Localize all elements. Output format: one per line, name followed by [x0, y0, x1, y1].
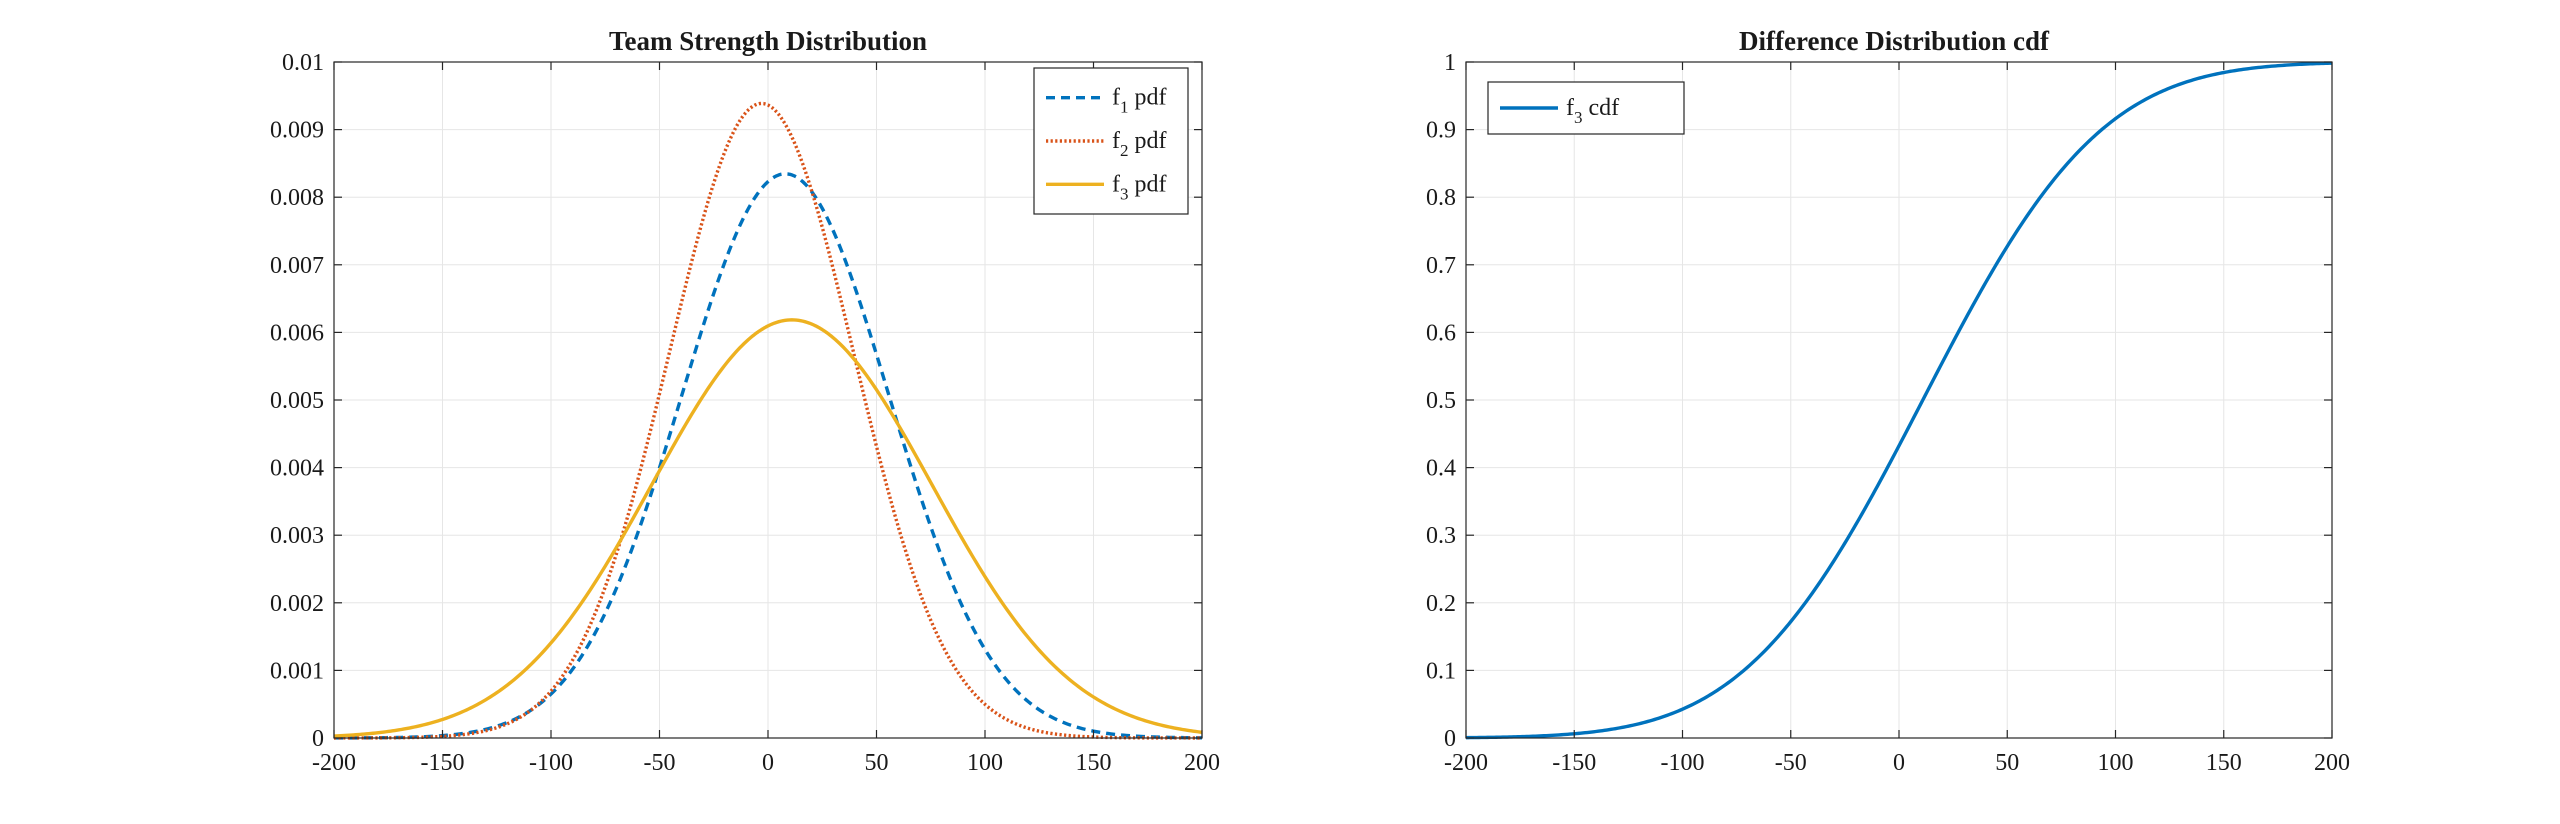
x-tick-label: 200 — [2314, 750, 2350, 776]
x-tick-label: 0 — [1893, 750, 1905, 776]
x-tick-label: -200 — [312, 750, 356, 776]
legend-label-rest: pdf — [1129, 85, 1167, 111]
x-tick-label: -200 — [1444, 750, 1488, 776]
y-tick-label: 0.7 — [1426, 253, 1456, 279]
y-tick-label: 0.006 — [270, 320, 324, 346]
y-tick-label: 0.01 — [282, 50, 324, 76]
y-tick-labels: 0 0.001 0.002 0.003 0.004 0.005 0.006 0.007 0.00… — [270, 50, 324, 752]
legend-entry-label: f2 pdf — [1112, 128, 1167, 160]
y-tick-label: 0.6 — [1426, 320, 1456, 346]
axes-box — [333, 61, 1203, 739]
axes-frame — [333, 61, 1203, 739]
chart-team-strength: -200 -150 -100 -50 0 50 100 150 200 00.0010.0020… — [270, 26, 1220, 776]
x-tick-label: 200 — [1184, 750, 1220, 776]
y-tick-label: 0.004 — [270, 456, 324, 482]
chart-title: Difference Distribution cdf — [1739, 26, 2050, 56]
x-tick-label: -50 — [1775, 750, 1807, 776]
grid-lines — [333, 61, 1203, 739]
y-tick-label: 0.3 — [1426, 523, 1456, 549]
y-tick-label: 0 — [1444, 726, 1456, 752]
y-tick-label: 0.001 — [270, 658, 324, 684]
y-tick-label: 0.008 — [270, 185, 324, 211]
y-tick-label: 1 — [1444, 50, 1456, 76]
x-tick-label: -150 — [421, 750, 465, 776]
legend-label-main: f — [1112, 171, 1120, 197]
x-tick-label: -50 — [644, 750, 676, 776]
legend-label-main: f — [1112, 128, 1120, 154]
y-tick-label: 0.1 — [1426, 658, 1456, 684]
legend-label-subscript: 1 — [1120, 98, 1129, 117]
x-tick-label: -100 — [529, 750, 573, 776]
y-tick-label: 0.9 — [1426, 118, 1456, 144]
legend-label-rest: cdf — [1583, 95, 1620, 121]
y-tick-label: 0.8 — [1426, 185, 1456, 211]
x-tick-label: -100 — [1661, 750, 1705, 776]
x-tick-labels: -200 -150 -100 -50 0 50 100 150 200 — [312, 750, 1220, 776]
x-tick-label: 150 — [1076, 750, 1112, 776]
legend-label-subscript: 3 — [1120, 184, 1129, 203]
legend-box — [1033, 67, 1189, 215]
legend-label-subscript: 3 — [1574, 108, 1583, 127]
legend-entry-label: f1 pdf — [1112, 85, 1167, 117]
x-tick-label: 50 — [865, 750, 889, 776]
y-tick-label: 0.005 — [270, 388, 324, 414]
y-tick-label: 0.4 — [1426, 456, 1456, 482]
y-tick-label: 0.002 — [270, 591, 324, 617]
legend-entry-label: f3 cdf — [1566, 95, 1619, 127]
series-line-f2-pdf — [333, 101, 1202, 740]
x-tick-label: 100 — [2098, 750, 2134, 776]
x-tick-label: 100 — [967, 750, 1003, 776]
x-tick-label: -150 — [1552, 750, 1596, 776]
axes-frame — [1465, 61, 2333, 739]
series-line-f1-pdf — [333, 172, 1203, 740]
legend-label-main: f — [1566, 95, 1574, 121]
chart-title: Team Strength Distribution — [609, 26, 927, 56]
x-tick-label: 50 — [1995, 750, 2019, 776]
axes-box — [1465, 61, 2333, 739]
legend-label-rest: pdf — [1129, 171, 1167, 197]
chart-difference-cdf: -200 -150 -100 -50 0 50 100 150 200 0 0.1 0.2 0.3 0.… — [1426, 26, 2350, 776]
y-tick-label: 0.009 — [270, 118, 324, 144]
y-tick-label: 0.007 — [270, 253, 324, 279]
y-tick-label: 0.2 — [1426, 591, 1456, 617]
series-line-f3-pdf — [333, 318, 1203, 738]
x-tick-labels: -200 -150 -100 -50 0 50 100 150 200 — [1444, 750, 2350, 776]
y-tick-label: 0 — [312, 726, 324, 752]
y-tick-labels: 0 0.1 0.2 0.3 0.4 0.5 0.6 0.7 0.8 0.9 1 — [1426, 50, 1456, 752]
y-tick-label: 0.003 — [270, 523, 324, 549]
series-layer — [1465, 61, 2333, 740]
legend-label-main: f — [1112, 85, 1120, 111]
series-layer — [333, 101, 1203, 740]
legend-label-subscript: 2 — [1120, 141, 1129, 160]
series-line-f3-cdf — [1465, 61, 2333, 740]
x-tick-label: 150 — [2206, 750, 2242, 776]
x-tick-label: 0 — [762, 750, 774, 776]
legend-entry-label: f3 pdf — [1112, 171, 1167, 203]
grid-lines — [1465, 61, 2333, 739]
y-tick-label: 0.5 — [1426, 388, 1456, 414]
legend-label-rest: pdf — [1129, 128, 1167, 154]
legend: f3 cdf — [1487, 81, 1685, 135]
